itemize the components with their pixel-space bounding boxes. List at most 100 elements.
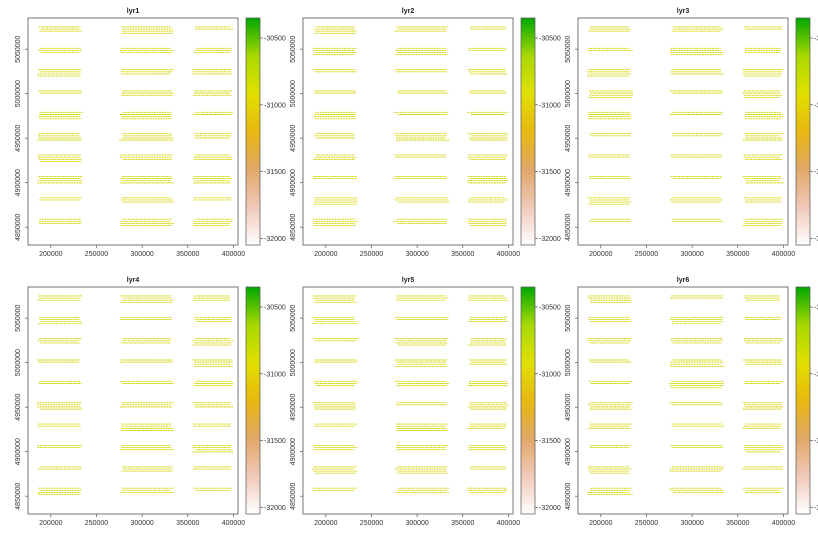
- y-tick-label: 5050000: [290, 35, 297, 62]
- plot-area: [577, 17, 789, 246]
- x-tick-label: 350000: [726, 251, 749, 258]
- panel-title: lyr6: [677, 277, 690, 284]
- panel-6: lyr6 200000 250000 300000 350000 400000 485000…: [565, 277, 818, 527]
- colorbar-tick-label: -31500: [539, 438, 561, 445]
- x-tick-label: 350000: [176, 251, 199, 258]
- x-tick-label: 400000: [497, 520, 520, 527]
- x-tick-label: 350000: [176, 520, 199, 527]
- panel-1: lyr1 200000 250000 300000 350000 400000 485000…: [15, 8, 286, 258]
- y-tick-label: 4950000: [565, 393, 572, 420]
- y-tick-label: 5000000: [15, 349, 22, 376]
- colorbar-tick-label: -30500: [814, 36, 818, 43]
- y-tick-label: 4950000: [565, 124, 572, 151]
- x-tick-label: 350000: [726, 520, 749, 527]
- y-tick-label: 5050000: [15, 35, 22, 62]
- colorbar-tick-label: -32000: [264, 236, 286, 243]
- x-tick-label: 300000: [680, 251, 703, 258]
- panel-title: lyr3: [677, 8, 690, 15]
- x-tick-label: 200000: [314, 251, 337, 258]
- y-tick-label: 4900000: [15, 169, 22, 196]
- x-tick-label: 250000: [360, 520, 383, 527]
- colorbar-tick-label: -31000: [814, 102, 818, 109]
- colorbar-tick-label: -31000: [264, 102, 286, 109]
- x-tick-label: 200000: [314, 520, 337, 527]
- colorbar-tick-label: -32000: [814, 236, 818, 243]
- colorbar: [795, 286, 811, 515]
- x-tick-label: 250000: [635, 251, 658, 258]
- y-tick-label: 4900000: [290, 169, 297, 196]
- x-tick-label: 250000: [85, 520, 108, 527]
- x-tick-label: 200000: [589, 251, 612, 258]
- y-tick-label: 4850000: [15, 213, 22, 240]
- y-tick-label: 4950000: [290, 393, 297, 420]
- x-tick-label: 350000: [451, 251, 474, 258]
- panel-title: lyr2: [402, 8, 415, 15]
- colorbar-tick-label: -31500: [814, 169, 818, 176]
- y-tick-label: 4850000: [15, 482, 22, 509]
- y-tick-label: 4850000: [290, 482, 297, 509]
- y-tick-label: 5050000: [290, 304, 297, 331]
- y-tick-label: 4850000: [565, 213, 572, 240]
- y-tick-label: 5050000: [565, 35, 572, 62]
- plot-area: [27, 286, 239, 515]
- panel-5: lyr5 200000 250000 300000 350000 400000 485000…: [290, 277, 561, 527]
- x-tick-label: 400000: [772, 251, 795, 258]
- y-tick-label: 4950000: [15, 124, 22, 151]
- panel-3: lyr3 200000 250000 300000 350000 400000 485000…: [565, 8, 818, 258]
- colorbar-tick-label: -30500: [539, 305, 561, 312]
- y-tick-label: 4850000: [565, 482, 572, 509]
- x-tick-label: 300000: [680, 520, 703, 527]
- x-tick-label: 300000: [130, 251, 153, 258]
- colorbar-tick-label: -32000: [264, 505, 286, 512]
- y-tick-label: 4950000: [15, 393, 22, 420]
- raster-cells: [312, 295, 509, 493]
- raster-cells: [587, 26, 784, 227]
- colorbar-tick-label: -32000: [814, 505, 818, 512]
- colorbar-tick-label: -30500: [539, 36, 561, 43]
- colorbar-tick-label: -31000: [264, 371, 286, 378]
- y-tick-label: 5000000: [565, 80, 572, 107]
- x-tick-label: 300000: [130, 520, 153, 527]
- x-tick-label: 250000: [635, 520, 658, 527]
- panel-title: lyr4: [127, 277, 140, 284]
- raster-cells: [587, 295, 784, 496]
- plot-area: [302, 17, 514, 246]
- y-tick-label: 5000000: [565, 349, 572, 376]
- x-tick-label: 200000: [39, 520, 62, 527]
- colorbar-tick-label: -30500: [814, 305, 818, 312]
- colorbar-tick-label: -30500: [264, 305, 286, 312]
- colorbar-tick-label: -31500: [264, 438, 286, 445]
- x-tick-label: 250000: [360, 251, 383, 258]
- colorbar: [245, 17, 261, 246]
- colorbar: [520, 17, 536, 246]
- x-tick-label: 400000: [222, 251, 245, 258]
- colorbar: [795, 17, 811, 246]
- colorbar-tick-label: -30500: [264, 36, 286, 43]
- y-tick-label: 5000000: [290, 80, 297, 107]
- y-tick-label: 4900000: [565, 438, 572, 465]
- y-tick-label: 4950000: [290, 124, 297, 151]
- panel-2: lyr2 200000 250000 300000 350000 400000 485000…: [290, 8, 561, 258]
- plot-area: [577, 286, 789, 515]
- x-tick-label: 300000: [405, 251, 428, 258]
- x-tick-label: 350000: [451, 520, 474, 527]
- x-tick-label: 300000: [405, 520, 428, 527]
- raster-cells: [37, 26, 234, 227]
- y-tick-label: 4900000: [565, 169, 572, 196]
- colorbar-tick-label: -31000: [539, 371, 561, 378]
- y-tick-label: 5000000: [290, 349, 297, 376]
- y-tick-label: 5050000: [15, 304, 22, 331]
- y-tick-label: 5000000: [15, 80, 22, 107]
- panel-4: lyr4 200000 250000 300000 350000 400000 485000…: [15, 277, 286, 527]
- colorbar-tick-label: -31500: [264, 169, 286, 176]
- y-tick-label: 4900000: [290, 438, 297, 465]
- x-tick-label: 400000: [222, 520, 245, 527]
- plot-area: [27, 17, 239, 246]
- panel-title: lyr5: [402, 277, 415, 284]
- colorbar-tick-label: -32000: [539, 505, 561, 512]
- colorbar-tick-label: -31500: [539, 169, 561, 176]
- y-tick-label: 5050000: [565, 304, 572, 331]
- x-tick-label: 200000: [39, 251, 62, 258]
- colorbar-tick-label: -31000: [814, 371, 818, 378]
